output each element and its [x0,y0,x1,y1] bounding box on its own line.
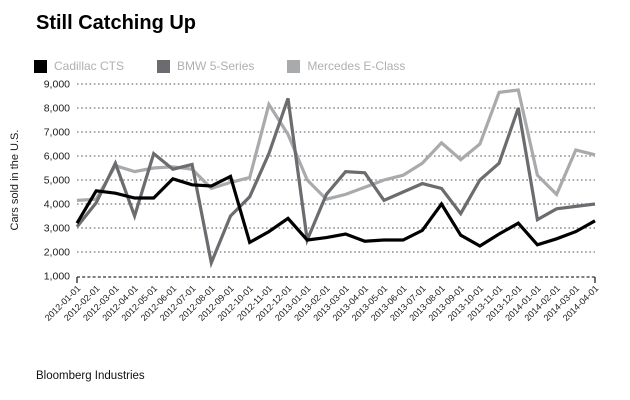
series-line-bmw-5-series [75,97,596,269]
legend-item-cadillac-cts: Cadillac CTS [34,59,124,73]
y-tick-label: 9,000 [44,79,70,91]
y-axis-label: Cars sold in the U.S. [9,129,21,231]
chart-title: Still Catching Up [36,12,196,34]
legend-label: BMW 5-Series [177,59,255,73]
legend-swatch [287,59,301,73]
y-tick-label: 2,000 [44,247,70,259]
chart-legend: Cadillac CTS BMW 5-Series Mercedes E-Class [34,59,438,73]
legend-swatch [157,59,171,73]
legend-item-mercedes-e-class: Mercedes E-Class [287,59,405,73]
y-tick-label: 1,000 [44,271,70,283]
legend-item-bmw-5-series: BMW 5-Series [157,59,254,73]
legend-swatch [34,59,47,73]
legend-label: Mercedes E-Class [307,59,406,73]
y-tick-label: 8,000 [44,103,70,115]
series-line-cadillac-cts [75,174,596,248]
y-tick-label: 4,000 [44,199,70,211]
y-tick-label: 3,000 [44,223,70,235]
y-tick-label: 7,000 [44,127,70,139]
series-line-mercedes-e-class [76,88,596,202]
y-tick-label: 6,000 [44,151,70,163]
y-tick-label: 5,000 [44,175,70,187]
source-credit: Bloomberg Industries [36,370,145,382]
legend-label: Cadillac CTS [54,59,125,73]
